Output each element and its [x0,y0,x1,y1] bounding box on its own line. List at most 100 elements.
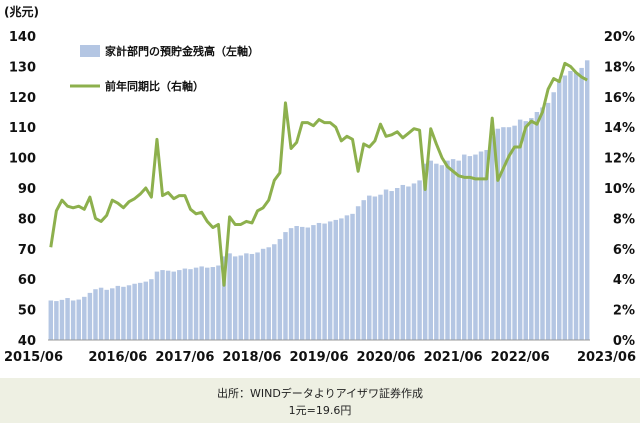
deposit-bar [501,127,506,340]
legend-label-line: 前年同期比（右軸） [105,79,204,93]
x-tick-label: 2021/06 [424,350,483,365]
deposit-bar [467,156,473,340]
chart-svg: (兆元) 40 50 60 70 80 90 100 110 120 130 140 0% 2% 4% 6… [4,4,636,365]
bar-series [48,60,590,341]
deposit-bar [434,163,439,340]
deposit-bar [160,270,165,340]
deposit-bar [355,206,361,340]
deposit-bar [65,298,70,340]
exchange-rate-note: 1元=19.6円 [288,404,352,417]
deposit-bar [495,128,501,340]
x-tick-label: 2019/06 [289,350,348,365]
deposit-bar [428,160,433,340]
deposit-bar [517,119,523,340]
deposit-bar [221,256,227,340]
deposit-bar [394,188,400,340]
deposit-bar [87,292,93,340]
deposit-bar [311,225,316,340]
deposit-bar [216,265,221,340]
deposit-bar [450,159,456,340]
deposit-bar [121,286,126,340]
deposit-bar [344,215,350,340]
deposit-bar [193,267,199,340]
deposit-bar [512,125,517,341]
deposit-bar [272,244,277,340]
deposit-bar [171,271,176,340]
deposit-bar [104,289,109,340]
right-tick-label: 2% [613,304,635,319]
deposit-bar [573,72,579,340]
x-tick-label: 2023/06 [577,350,636,365]
left-tick-label: 70 [18,243,36,258]
right-tick-label: 4% [613,273,635,288]
deposit-bar [456,160,461,340]
left-tick-label: 140 [9,30,36,45]
right-tick-label: 14% [604,121,635,136]
x-tick-label: 2016/06 [88,350,147,365]
x-axis-ticks: 2015/06 2016/06 2017/06 2018/06 2019/06 2020/… [4,350,636,365]
deposit-bar [489,136,495,340]
x-tick-label: 2015/06 [4,350,63,365]
deposit-bar [98,287,104,340]
deposit-bar [283,232,288,340]
deposit-bar [238,255,244,340]
deposit-bar [378,194,383,340]
x-tick-label: 2022/06 [491,350,550,365]
right-tick-label: 8% [613,212,635,227]
deposit-bar [540,107,545,340]
deposit-bar [244,253,249,340]
deposit-bar [182,268,188,340]
deposit-bar [70,300,76,340]
deposit-bar [445,160,450,340]
deposit-bar [316,222,322,340]
deposit-bar [82,296,87,340]
right-tick-label: 10% [604,182,635,197]
deposit-bar [249,253,255,340]
deposit-bar [383,189,389,340]
right-tick-label: 16% [604,91,635,106]
deposit-bar [137,282,143,340]
deposit-bar [110,288,115,340]
left-tick-label: 80 [18,212,36,227]
deposit-bar [439,165,445,340]
deposit-bar [288,228,294,340]
deposit-bar [562,75,568,341]
deposit-bar [165,270,171,340]
deposit-bar [300,226,305,340]
left-tick-label: 90 [18,182,36,197]
left-axis-ticks: 40 50 60 70 80 90 100 110 120 130 140 [9,30,36,349]
deposit-bar [154,271,160,340]
right-tick-label: 18% [604,60,635,75]
deposit-bar [76,299,81,340]
deposit-bar [260,248,266,340]
legend: 家計部門の預貯金残高（左軸） 前年同期比（右軸） [70,44,259,93]
deposit-bar [484,150,489,340]
deposit-bar [462,154,467,340]
unit-label: (兆元) [4,4,39,19]
deposit-bar [93,289,98,340]
deposit-bar [411,183,417,340]
deposit-bar [255,252,260,340]
deposit-bar [115,285,121,340]
left-tick-label: 50 [18,304,36,319]
footer: 出所：WINDデータよりアイザワ証券作成 1元=19.6円 [0,378,640,423]
deposit-bar [210,267,216,340]
yoy-line [49,61,588,287]
deposit-bar [327,221,333,340]
x-tick-label: 2020/06 [357,350,416,365]
right-tick-label: 12% [604,152,635,167]
deposit-bar [333,219,338,340]
deposit-bar [579,67,584,341]
deposit-bar [177,270,182,340]
deposit-bar [205,267,210,340]
deposit-bar [584,60,590,340]
deposit-bar [199,266,204,340]
deposit-bar [59,299,65,340]
left-tick-label: 120 [9,91,36,106]
deposit-bar [305,227,311,340]
deposit-bar [350,213,355,340]
deposit-bar [529,118,534,340]
right-tick-label: 0% [613,334,635,349]
deposit-bar [545,102,551,340]
deposit-bar [227,253,232,340]
